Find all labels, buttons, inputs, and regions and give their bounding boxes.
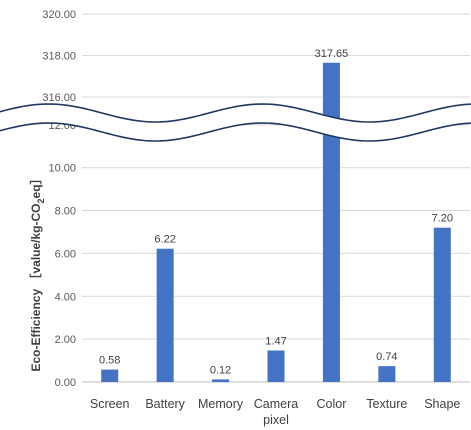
y-axis-label-main: Eco-Efficiency ［value/kg-CO <box>28 203 43 371</box>
bar <box>212 379 230 382</box>
y-tick-label: 2.00 <box>55 334 76 346</box>
x-category-label: Battery <box>145 397 185 411</box>
data-labels: 0.58 6.22 0.12 1.47 317.65 0.74 7.20 <box>99 48 453 377</box>
y-tick-label: 0.00 <box>55 377 76 389</box>
y-tick-label: 6.00 <box>55 248 76 260</box>
y-tick-label: 320.00 <box>42 9 76 21</box>
y-axis-ticks: 0.002.004.006.008.0010.0012.00316.00318.… <box>42 9 76 389</box>
data-label: 0.74 <box>376 351 397 363</box>
data-label: 7.20 <box>432 213 453 225</box>
data-label: 0.12 <box>210 364 231 376</box>
x-category-label: Color <box>316 397 346 411</box>
x-category-label: Memory <box>198 397 244 411</box>
y-tick-label: 10.00 <box>48 163 76 175</box>
bar <box>322 62 340 382</box>
y-axis-label: Eco-Efficiency ［value/kg-CO2eq］ <box>28 172 46 371</box>
y-axis-label-suffix: eq］ <box>28 172 43 198</box>
axis-break-band <box>0 104 471 141</box>
y-tick-label: 316.00 <box>42 92 76 104</box>
data-label: 317.65 <box>315 48 349 60</box>
x-category-label: Screen <box>90 397 130 411</box>
x-category-label: Shape <box>424 397 460 411</box>
axis-break <box>0 103 471 142</box>
bar <box>156 248 174 382</box>
bar <box>378 366 396 382</box>
x-axis-categories: Screen Battery Memory Camera pixel Color Textu… <box>90 397 460 427</box>
bar <box>433 227 451 382</box>
x-category-label: Texture <box>366 397 407 411</box>
bars <box>101 62 451 382</box>
axis-break-line <box>0 122 471 142</box>
bar <box>101 369 119 382</box>
data-label: 1.47 <box>265 335 286 347</box>
data-label: 6.22 <box>154 234 175 246</box>
x-category-label: pixel <box>263 413 289 427</box>
y-tick-label: 318.00 <box>42 51 76 63</box>
x-category-label: Camera <box>254 397 299 411</box>
axis-break-line <box>0 103 471 123</box>
y-axis-label-subscript: 2 <box>36 198 46 203</box>
y-tick-label: 4.00 <box>55 291 76 303</box>
gridlines <box>82 13 470 383</box>
data-label: 0.58 <box>99 355 120 367</box>
y-tick-label: 8.00 <box>55 206 76 218</box>
bar <box>267 350 285 382</box>
